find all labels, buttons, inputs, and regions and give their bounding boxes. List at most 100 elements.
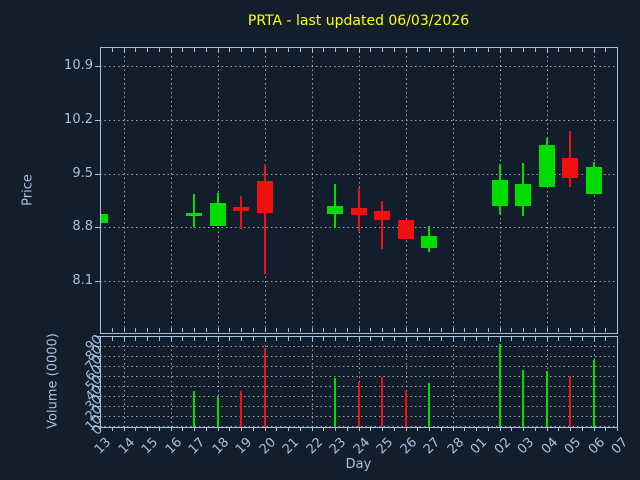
- candle-body: [515, 184, 531, 206]
- candle-body: [256, 181, 273, 213]
- chart-title: PRTA - last updated 06/03/2026: [247, 13, 470, 29]
- tick-mark: [417, 427, 419, 431]
- v-gridline: [217, 47, 219, 334]
- tick-mark: [264, 427, 266, 431]
- tick-mark: [487, 337, 489, 341]
- tick-mark: [299, 337, 301, 341]
- tick-mark: [511, 328, 513, 332]
- tick-mark: [523, 337, 524, 341]
- tick-mark: [264, 337, 266, 341]
- volume-bar: [428, 382, 430, 427]
- x-tick-label: 13: [92, 435, 115, 458]
- tick-mark: [252, 48, 254, 52]
- tick-mark: [393, 48, 395, 52]
- tick-mark: [476, 427, 477, 431]
- tick-mark: [346, 48, 348, 52]
- tick-mark: [558, 48, 560, 52]
- tick-mark: [417, 337, 419, 341]
- tick-mark: [95, 345, 100, 347]
- tick-mark: [476, 337, 477, 341]
- tick-mark: [95, 415, 100, 417]
- tick-mark: [95, 426, 100, 427]
- tick-mark: [264, 328, 266, 332]
- tick-mark: [252, 337, 254, 341]
- tick-mark: [605, 48, 607, 52]
- tick-mark: [95, 365, 100, 367]
- tick-mark: [95, 355, 100, 357]
- tick-mark: [370, 427, 372, 431]
- candle-body: [374, 211, 390, 221]
- v-gridline: [217, 336, 219, 428]
- tick-mark: [581, 328, 583, 332]
- tick-mark: [593, 337, 595, 341]
- tick-mark: [100, 427, 101, 431]
- tick-mark: [194, 328, 195, 332]
- tick-mark: [158, 48, 160, 52]
- tick-mark: [476, 48, 477, 52]
- tick-mark: [429, 427, 430, 431]
- v-gridline: [170, 47, 172, 334]
- tick-mark: [558, 427, 560, 431]
- tick-mark: [276, 328, 278, 332]
- tick-mark: [393, 328, 395, 332]
- x-tick-label: 27: [421, 435, 444, 458]
- v-gridline: [405, 47, 407, 334]
- tick-mark: [335, 337, 336, 341]
- tick-mark: [570, 427, 571, 431]
- candle-body: [538, 145, 555, 187]
- tick-mark: [276, 337, 278, 341]
- tick-mark: [593, 48, 595, 52]
- x-axis-label: Day: [345, 457, 372, 472]
- tick-mark: [158, 337, 160, 341]
- x-tick-label: 22: [303, 435, 327, 458]
- tick-mark: [523, 427, 524, 431]
- volume-bar: [263, 347, 266, 427]
- tick-mark: [170, 48, 172, 52]
- tick-mark: [95, 335, 100, 337]
- volume-bar: [193, 390, 195, 427]
- tick-mark: [205, 328, 207, 332]
- tick-mark: [429, 48, 430, 52]
- tick-mark: [605, 427, 607, 431]
- candle-body: [350, 208, 367, 215]
- tick-mark: [346, 427, 348, 431]
- tick-mark: [605, 337, 607, 341]
- tick-mark: [617, 48, 618, 52]
- x-tick-label: 05: [562, 435, 585, 458]
- tick-mark: [95, 280, 100, 282]
- candle-body: [562, 158, 578, 179]
- tick-mark: [241, 337, 242, 341]
- x-tick-label: 28: [444, 435, 468, 458]
- candle-wick: [381, 201, 383, 249]
- tick-mark: [299, 427, 301, 431]
- tick-mark: [476, 328, 477, 332]
- tick-mark: [511, 48, 513, 52]
- volume-bar: [357, 381, 360, 427]
- tick-mark: [581, 48, 583, 52]
- x-tick-label: 24: [350, 435, 374, 458]
- tick-mark: [311, 427, 313, 431]
- tick-mark: [123, 337, 125, 341]
- volume-bar: [498, 343, 501, 427]
- v-gridline: [452, 47, 454, 334]
- tick-mark: [487, 328, 489, 332]
- tick-mark: [100, 337, 101, 341]
- tick-mark: [241, 328, 242, 332]
- candle-body: [100, 214, 108, 224]
- tick-mark: [335, 427, 336, 431]
- tick-mark: [358, 328, 360, 332]
- tick-mark: [170, 337, 172, 341]
- price-axis-label: Price: [20, 174, 36, 206]
- x-tick-label: 20: [256, 435, 280, 458]
- candle-wick: [263, 164, 266, 274]
- x-tick-label: 04: [538, 435, 562, 458]
- tick-mark: [534, 328, 536, 332]
- price-tick-label: 8.8: [72, 219, 93, 235]
- tick-mark: [335, 328, 336, 332]
- tick-mark: [546, 48, 548, 52]
- volume-bar: [522, 369, 524, 427]
- v-gridline: [311, 47, 313, 334]
- tick-mark: [252, 328, 254, 332]
- tick-mark: [581, 337, 583, 341]
- v-gridline: [311, 336, 313, 428]
